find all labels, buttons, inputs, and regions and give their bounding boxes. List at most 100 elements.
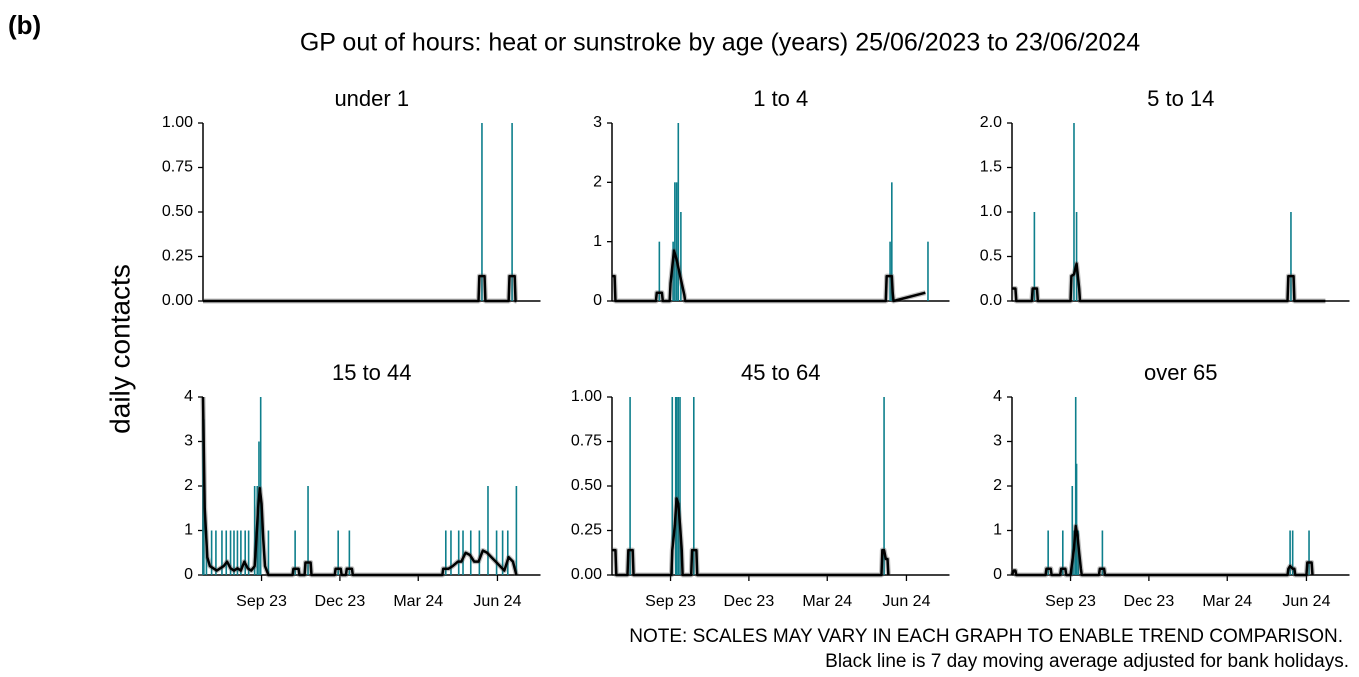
y-tick-label: 3 xyxy=(593,114,602,131)
y-tick-label: 3 xyxy=(993,433,1002,450)
y-tick-label: 3 xyxy=(184,433,193,450)
x-tick-label: Mar 24 xyxy=(1202,593,1252,610)
daily-spike xyxy=(675,397,678,575)
y-tick-label: 0.50 xyxy=(162,203,193,220)
moving-average-line xyxy=(1011,262,1326,303)
daily-spike xyxy=(680,212,682,301)
y-tick-label: 1.00 xyxy=(571,388,602,405)
x-tick-label: Dec 23 xyxy=(724,593,775,610)
daily-spike xyxy=(481,123,483,301)
daily-spike xyxy=(247,530,250,575)
note: Black line is 7 day moving average adjus… xyxy=(825,651,1349,672)
daily-spike xyxy=(677,123,680,301)
y-tick-label: 2 xyxy=(593,174,602,191)
daily-spike xyxy=(462,530,464,575)
moving-average-line xyxy=(203,274,517,303)
y-tick-label: 0.25 xyxy=(571,522,602,539)
panel-title: 1 to 4 xyxy=(753,86,808,111)
daily-spike xyxy=(506,530,509,575)
y-tick-label: 0.0 xyxy=(980,292,1002,309)
x-tick-label: Sep 23 xyxy=(236,593,287,610)
y-tick-label: 0.00 xyxy=(571,566,602,583)
y-tick-label: 0.75 xyxy=(571,433,602,450)
x-tick-label: Dec 23 xyxy=(315,593,366,610)
y-tick-label: 0.00 xyxy=(162,292,193,309)
moving-average-line xyxy=(611,497,890,577)
daily-spike xyxy=(202,397,204,575)
daily-spike xyxy=(927,241,929,301)
daily-spike xyxy=(1289,530,1291,575)
y-tick-label: 0 xyxy=(593,292,602,309)
y-tick-label: 2.0 xyxy=(980,114,1002,131)
panel-title: 45 to 64 xyxy=(741,360,821,385)
daily-spike xyxy=(672,241,674,301)
x-tick-label: Dec 23 xyxy=(1124,593,1175,610)
y-tick-label: 0 xyxy=(184,566,193,583)
daily-spike xyxy=(515,486,518,575)
y-tick-label: 4 xyxy=(184,388,193,405)
daily-spike xyxy=(487,486,489,575)
daily-spike xyxy=(337,530,339,575)
daily-spike xyxy=(677,397,680,575)
daily-spike xyxy=(889,241,891,301)
daily-spike xyxy=(1071,486,1074,575)
x-tick-label: Jun 24 xyxy=(473,593,521,610)
y-tick-label: 1 xyxy=(184,522,193,539)
moving-average-outline xyxy=(200,396,519,578)
daily-spike xyxy=(675,182,678,301)
note: NOTE: SCALES MAY VARY IN EACH GRAPH TO E… xyxy=(629,626,1343,647)
y-tick-label: 2 xyxy=(993,477,1002,494)
daily-spike xyxy=(501,530,504,575)
y-tick-label: 1.5 xyxy=(980,159,1002,176)
y-tick-label: 1 xyxy=(593,233,602,250)
daily-spike xyxy=(450,530,452,575)
moving-average-line xyxy=(201,396,518,577)
daily-spike xyxy=(444,530,447,575)
daily-spike xyxy=(674,182,676,301)
daily-spike xyxy=(267,530,270,575)
y-tick-label: 0 xyxy=(993,566,1002,583)
daily-spike xyxy=(294,530,296,575)
moving-average-outline xyxy=(203,273,519,304)
daily-spike xyxy=(307,486,309,575)
daily-spike xyxy=(225,530,228,575)
y-tick-label: 0.25 xyxy=(162,248,193,265)
panel-title: 15 to 44 xyxy=(332,360,412,385)
daily-spike xyxy=(1033,212,1036,301)
figure-title: GP out of hours: heat or sunstroke by ag… xyxy=(300,29,1140,57)
daily-spike xyxy=(674,397,677,575)
daily-spike xyxy=(236,530,239,575)
x-tick-label: Jun 24 xyxy=(1282,593,1330,610)
daily-spike xyxy=(629,397,631,575)
daily-spike xyxy=(1074,397,1077,575)
y-tick-label: 1.00 xyxy=(162,114,193,131)
y-axis-label: daily contacts xyxy=(104,264,135,434)
daily-spike xyxy=(679,397,681,575)
daily-spike xyxy=(478,530,481,575)
daily-spike xyxy=(253,486,256,575)
x-tick-label: Mar 24 xyxy=(393,593,443,610)
daily-spike xyxy=(1290,212,1292,301)
daily-spike xyxy=(457,530,460,575)
daily-spike xyxy=(1291,530,1294,575)
daily-spike xyxy=(210,530,213,575)
daily-spike xyxy=(348,530,351,575)
moving-average-outline xyxy=(610,495,891,578)
daily-spike xyxy=(1073,123,1075,301)
y-tick-label: 1.0 xyxy=(980,203,1002,220)
daily-spike xyxy=(1075,463,1078,575)
daily-spike xyxy=(244,530,246,575)
y-tick-label: 4 xyxy=(993,388,1002,405)
panel-title: under 1 xyxy=(334,86,409,111)
daily-spike xyxy=(221,530,223,575)
x-tick-label: Jun 24 xyxy=(882,593,930,610)
x-tick-label: Mar 24 xyxy=(802,593,852,610)
daily-spike xyxy=(658,241,661,301)
daily-spike xyxy=(469,530,472,575)
daily-spike xyxy=(1075,212,1078,301)
x-tick-label: Sep 23 xyxy=(645,593,696,610)
daily-spike xyxy=(1047,530,1049,575)
daily-spike xyxy=(233,530,235,575)
daily-spike xyxy=(495,530,498,575)
